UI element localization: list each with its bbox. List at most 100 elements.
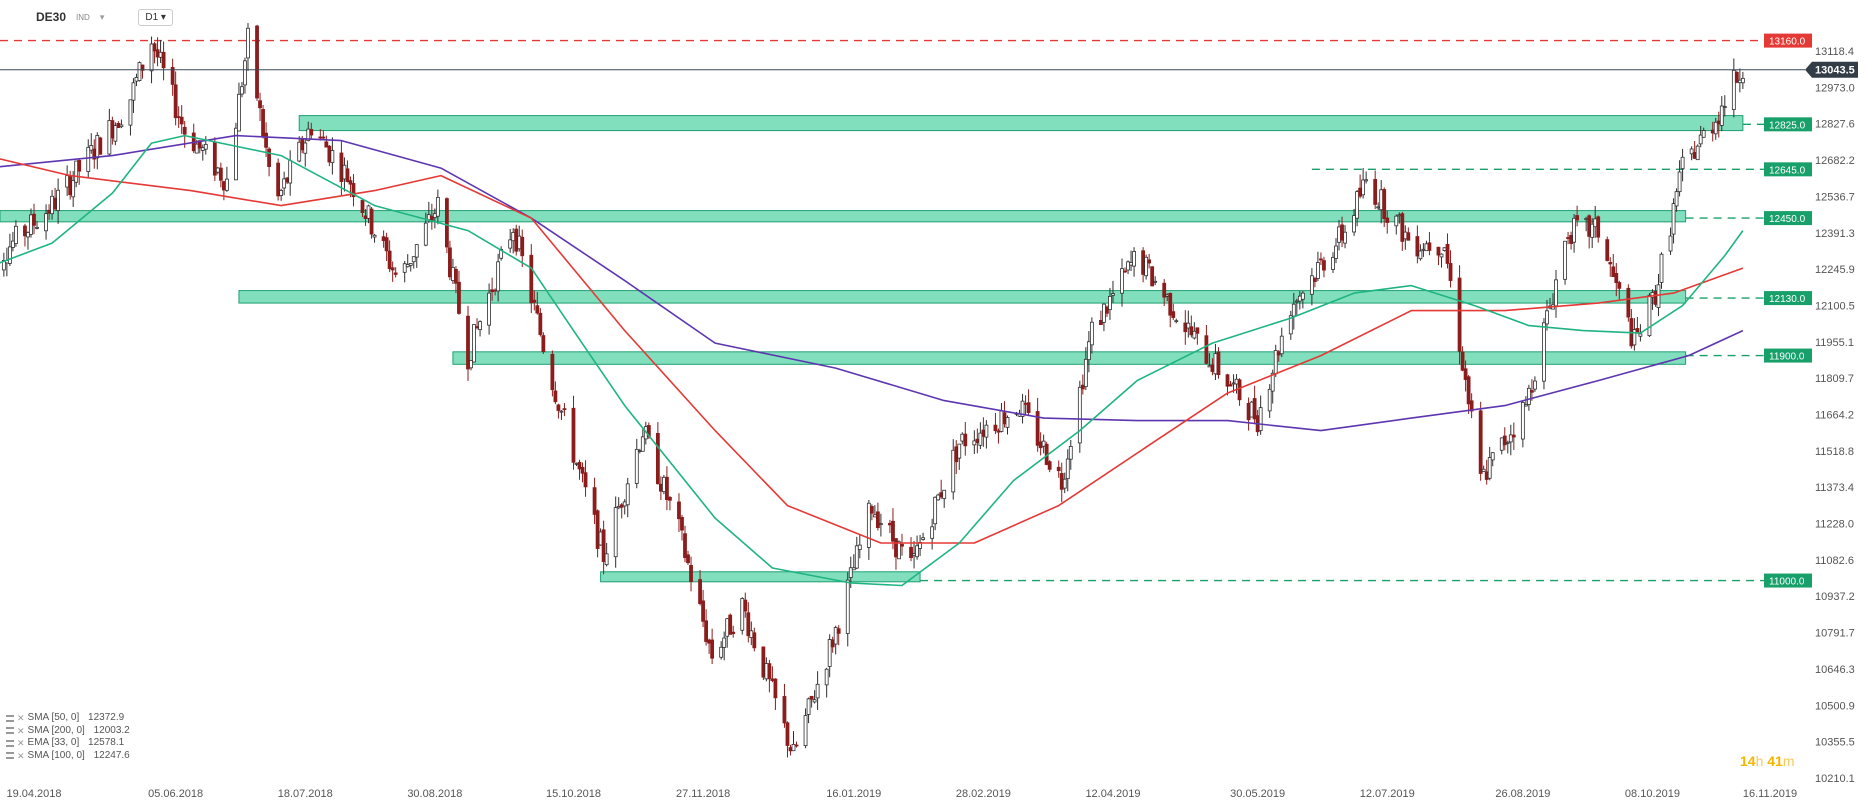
candle-body (922, 538, 925, 540)
candle-body (1078, 387, 1081, 443)
price-axis[interactable]: 13118.4 12973.0 12827.6 12682.2 12536.7 12391… (1815, 46, 1855, 785)
level-label: 12825.0 (1769, 120, 1806, 131)
candle-body (1570, 235, 1573, 243)
candle-body (837, 629, 840, 634)
x-tick-label: 26.08.2019 (1495, 788, 1550, 800)
candle-body (680, 517, 683, 530)
candle-body (57, 190, 60, 210)
close-icon[interactable]: ✕ (17, 725, 25, 738)
candle-body (1362, 180, 1365, 195)
candle-body (825, 669, 828, 685)
candle-body (916, 546, 919, 557)
list-icon[interactable] (6, 715, 14, 722)
candle-body (711, 640, 714, 658)
x-tick-label: 12.04.2019 (1085, 788, 1140, 800)
y-tick-label: 11809.7 (1815, 373, 1854, 385)
indicator-row[interactable]: ✕ SMA [100, 0] 12247.6 (6, 750, 130, 763)
candle-body (626, 484, 629, 505)
candle-body (702, 601, 705, 621)
candle-body (1678, 172, 1681, 192)
sma200-line (0, 136, 1743, 431)
candle-body (943, 490, 946, 498)
close-icon[interactable]: ✕ (17, 712, 25, 725)
candle-body (117, 123, 120, 127)
candle-body (1618, 283, 1621, 289)
candle-body (216, 168, 219, 172)
candle-body (204, 144, 207, 149)
candle-body (982, 430, 985, 436)
candle-body (1500, 438, 1503, 450)
countdown-hours: 14 (1740, 753, 1756, 769)
candle-body (394, 273, 397, 275)
symbol-name[interactable]: DE30 (36, 10, 66, 24)
candle-body (322, 137, 325, 138)
candle-body (1443, 248, 1446, 251)
candle-body (867, 503, 870, 547)
candle-body (280, 190, 283, 195)
candle-body (11, 241, 14, 247)
indicator-row[interactable]: ✕ EMA [33, 0] 12578.1 (6, 737, 130, 750)
candle-body (979, 433, 982, 445)
candle-body (662, 477, 665, 491)
candle-body (891, 521, 894, 541)
candle-body (256, 26, 259, 98)
candle-body (222, 182, 225, 190)
candle-body (29, 215, 32, 234)
candle-body (1151, 267, 1154, 286)
candle-body (1597, 217, 1600, 237)
candle-body (1711, 130, 1714, 133)
chevron-down-icon: ▾ (161, 12, 166, 23)
candle-body (373, 235, 376, 237)
y-tick-label: 10646.3 (1815, 664, 1855, 676)
candle-body (1292, 304, 1295, 316)
timeframe-select[interactable]: D1 ▾ (138, 9, 173, 26)
close-icon[interactable]: ✕ (17, 750, 25, 763)
chart-header: DE30 IND ▾ D1 ▾ (0, 0, 173, 34)
candle-body (1576, 216, 1579, 220)
chevron-down-icon[interactable]: ▾ (100, 12, 105, 23)
indicator-label: SMA [50, 0] (28, 712, 80, 725)
candle-body (1344, 232, 1347, 243)
list-icon[interactable] (6, 752, 14, 759)
candle-body (783, 696, 786, 722)
candle-body (816, 684, 819, 698)
candle-body (1461, 352, 1464, 370)
countdown-h-unit: h (1756, 753, 1764, 769)
countdown-m-unit: m (1783, 753, 1795, 769)
candle-body (792, 744, 795, 750)
candle-body (1491, 453, 1494, 460)
candle-body (1338, 227, 1341, 242)
close-icon[interactable]: ✕ (17, 737, 25, 750)
candle-body (304, 143, 307, 153)
candle-body (436, 197, 439, 216)
candle-body (1573, 218, 1576, 242)
x-tick-label: 30.08.2018 (407, 788, 462, 800)
candle-body (581, 467, 584, 473)
candle-body (1335, 246, 1338, 259)
candle-body (1723, 107, 1726, 108)
candle-body (430, 216, 433, 220)
candle-body (931, 527, 934, 539)
candle-body (1102, 304, 1105, 322)
candle-body (87, 147, 90, 171)
list-icon[interactable] (6, 740, 14, 747)
candle-body (855, 546, 858, 568)
y-tick-label: 10937.2 (1815, 591, 1855, 603)
candle-body (479, 322, 482, 330)
candle-body (1696, 146, 1699, 160)
candle-body (560, 411, 563, 412)
exchange-tag: IND (76, 13, 90, 22)
list-icon[interactable] (6, 727, 14, 734)
candle-body (346, 169, 349, 182)
candle-body (1024, 403, 1027, 404)
indicator-row[interactable]: ✕ SMA [200, 0] 12003.2 (6, 725, 130, 738)
candle-body (1404, 232, 1407, 239)
candle-body (246, 28, 249, 58)
time-axis[interactable]: 19.04.2018 05.06.2018 18.07.2018 30.08.2018… (6, 788, 1797, 800)
candle-body (476, 327, 479, 328)
candle-body (1458, 278, 1461, 351)
support-zone (453, 352, 1686, 364)
indicator-row[interactable]: ✕ SMA [50, 0] 12372.9 (6, 712, 130, 725)
candle-body (708, 640, 711, 643)
